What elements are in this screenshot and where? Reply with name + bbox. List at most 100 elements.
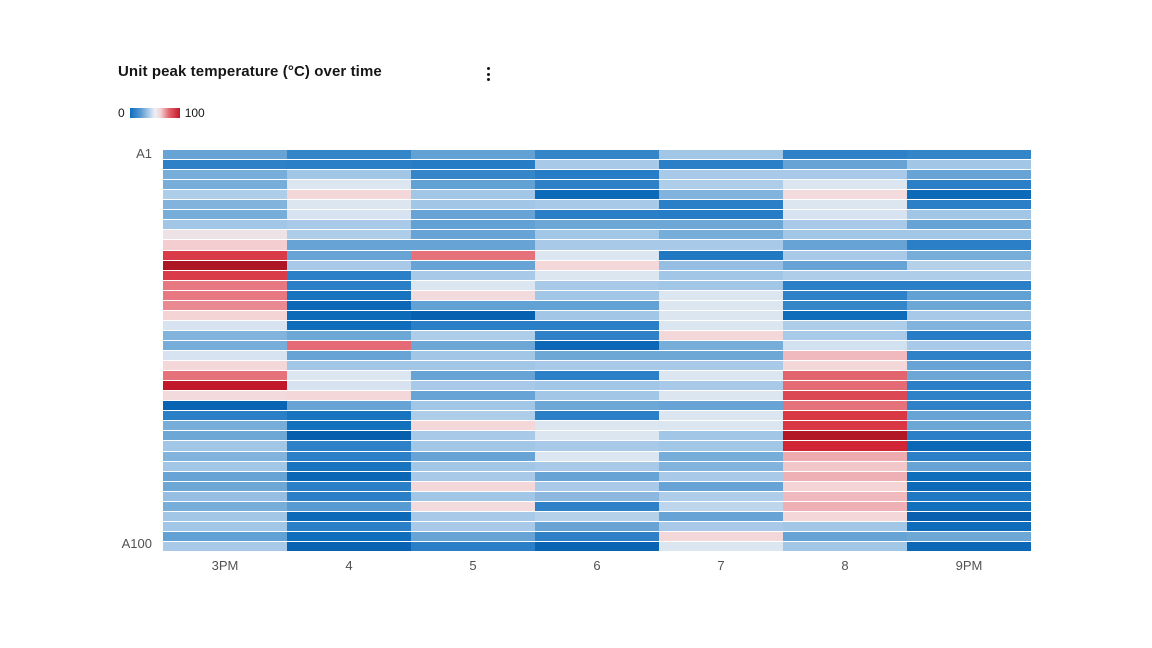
heatmap-cell — [659, 210, 783, 220]
heatmap-cell — [907, 461, 1031, 471]
heatmap-cell — [535, 421, 659, 431]
heatmap-cell — [287, 531, 411, 541]
heatmap-cell — [659, 340, 783, 350]
heatmap-cell — [287, 541, 411, 551]
heatmap-cell — [907, 481, 1031, 491]
heatmap-cell — [411, 290, 535, 300]
heatmap-cell — [659, 461, 783, 471]
heatmap-cell — [163, 190, 287, 200]
heatmap-cell — [411, 300, 535, 310]
heatmap-cell — [783, 210, 907, 220]
heatmap-cell — [659, 230, 783, 240]
x-axis-label: 5 — [469, 558, 477, 573]
heatmap-cell — [783, 451, 907, 461]
heatmap-cell — [411, 240, 535, 250]
heatmap-cell — [163, 521, 287, 531]
heatmap-cell — [907, 270, 1031, 280]
heatmap-cell — [907, 160, 1031, 170]
heatmap-cell — [163, 501, 287, 511]
heatmap-cell — [907, 541, 1031, 551]
heatmap-cell — [535, 501, 659, 511]
heatmap-cell — [783, 250, 907, 260]
heatmap-cell — [535, 461, 659, 471]
heatmap-cell — [659, 501, 783, 511]
heatmap-cell — [287, 260, 411, 270]
heatmap-cell — [163, 180, 287, 190]
heatmap-cell — [163, 391, 287, 401]
heatmap-cell — [659, 381, 783, 391]
heatmap-cell — [783, 290, 907, 300]
heatmap-cell — [535, 411, 659, 421]
heatmap-cell — [659, 371, 783, 381]
heatmap-cell — [287, 431, 411, 441]
heatmap-cell — [907, 250, 1031, 260]
heatmap-cell — [535, 441, 659, 451]
heatmap-cell — [287, 230, 411, 240]
heatmap-cell — [411, 471, 535, 481]
heatmap-cell — [163, 421, 287, 431]
heatmap-cell — [535, 270, 659, 280]
heatmap-cell — [163, 481, 287, 491]
legend-gradient-bar — [129, 108, 180, 118]
legend-max-label: 100 — [184, 106, 205, 120]
heatmap-cell — [411, 160, 535, 170]
heatmap-cell — [163, 320, 287, 330]
heatmap-cell — [907, 340, 1031, 350]
heatmap-cell — [163, 260, 287, 270]
x-axis-label: 3PM — [211, 558, 239, 573]
heatmap-cell — [411, 270, 535, 280]
heatmap-cell — [907, 401, 1031, 411]
heatmap-cell — [287, 491, 411, 501]
heatmap-cell — [535, 401, 659, 411]
heatmap-cell — [535, 240, 659, 250]
heatmap-cell — [411, 531, 535, 541]
heatmap-cell — [659, 421, 783, 431]
heatmap-cell — [287, 391, 411, 401]
heatmap-cell — [287, 441, 411, 451]
heatmap-cell — [659, 481, 783, 491]
heatmap-cell — [287, 481, 411, 491]
heatmap-cell — [907, 421, 1031, 431]
heatmap-cell — [163, 200, 287, 210]
heatmap-cell — [907, 150, 1031, 160]
heatmap-cell — [411, 260, 535, 270]
heatmap-cell — [907, 300, 1031, 310]
heatmap-cell — [287, 401, 411, 411]
heatmap-cell — [411, 461, 535, 471]
heatmap-plot-area — [163, 150, 1031, 551]
heatmap-cell — [659, 441, 783, 451]
heatmap-cell — [907, 381, 1031, 391]
heatmap-cell — [411, 431, 535, 441]
heatmap-cell — [163, 411, 287, 421]
heatmap-cell — [163, 401, 287, 411]
overflow-menu-button[interactable] — [477, 61, 499, 87]
heatmap-cell — [287, 351, 411, 361]
y-axis-first-label: A1 — [136, 146, 152, 161]
heatmap-cell — [907, 210, 1031, 220]
heatmap-cell — [907, 361, 1031, 371]
heatmap-cell — [783, 240, 907, 250]
heatmap-cell — [535, 531, 659, 541]
heatmap-cell — [783, 310, 907, 320]
heatmap-cell — [411, 421, 535, 431]
heatmap-cell — [287, 170, 411, 180]
heatmap-cell — [411, 220, 535, 230]
heatmap-cell — [287, 290, 411, 300]
heatmap-cell — [783, 280, 907, 290]
heatmap-cell — [659, 491, 783, 501]
heatmap-cell — [907, 240, 1031, 250]
heatmap-cell — [163, 290, 287, 300]
heatmap-cell — [411, 501, 535, 511]
heatmap-cell — [163, 280, 287, 290]
heatmap-cell — [163, 340, 287, 350]
heatmap-cell — [659, 190, 783, 200]
heatmap-cell — [163, 531, 287, 541]
heatmap-cell — [659, 250, 783, 260]
heatmap-cell — [535, 521, 659, 531]
heatmap-cell — [907, 371, 1031, 381]
heatmap-cell — [411, 351, 535, 361]
heatmap-cell — [659, 361, 783, 371]
heatmap-cell — [659, 150, 783, 160]
heatmap-cell — [535, 481, 659, 491]
heatmap-cell — [535, 230, 659, 240]
